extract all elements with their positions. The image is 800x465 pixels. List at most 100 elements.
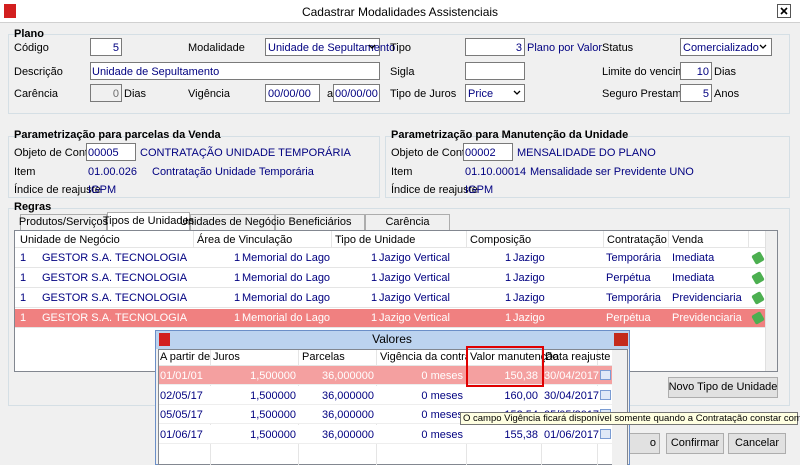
- dialog-icon: [159, 333, 170, 346]
- table-row[interactable]: [15, 269, 765, 288]
- cell: 1: [20, 292, 27, 304]
- group-heading: Parametrização para Manutenção da Unidad…: [391, 129, 629, 141]
- scrollbar: [612, 350, 627, 465]
- label: a: [327, 88, 334, 100]
- tab[interactable]: [107, 212, 190, 230]
- cell: Jazigo: [513, 312, 545, 324]
- cell: Temporária: [606, 252, 662, 264]
- param-group: [8, 136, 380, 198]
- cell: Previdenciaria: [672, 312, 742, 324]
- column-header: Parcelas: [302, 351, 345, 363]
- cell: Perpétua: [606, 272, 651, 284]
- label: 5: [702, 88, 709, 100]
- table-header: [15, 231, 765, 248]
- label: CONTRATAÇÃO UNIDADE TEMPORÁRIA: [140, 147, 351, 159]
- label: Tipo: [390, 42, 411, 54]
- window-title: Cadastrar Modalidades Assistenciais: [301, 5, 499, 19]
- select[interactable]: [465, 84, 525, 102]
- highlight: [466, 346, 544, 387]
- header-border: [159, 365, 612, 366]
- cell: 1: [371, 252, 378, 264]
- button-label: Cancelar: [734, 437, 780, 449]
- close-button[interactable]: [777, 4, 791, 18]
- cell: Jazigo: [513, 252, 545, 264]
- column-header: Venda: [672, 234, 704, 246]
- row-icon: [600, 370, 611, 380]
- label: 5: [112, 42, 119, 54]
- label: 01.00.026: [88, 166, 137, 178]
- cell: 1,500000: [250, 389, 296, 402]
- table-row[interactable]: [159, 366, 612, 385]
- label: Item: [391, 166, 413, 178]
- input[interactable]: [86, 143, 136, 161]
- input[interactable]: [465, 38, 525, 56]
- input[interactable]: [90, 62, 380, 80]
- cell: 1: [371, 272, 378, 284]
- cell: 1: [505, 252, 512, 264]
- cell: 36,000000: [322, 409, 374, 421]
- label: Código: [14, 42, 49, 54]
- select[interactable]: [265, 38, 380, 56]
- label: 0: [112, 88, 119, 100]
- cell: 1: [20, 272, 27, 284]
- select[interactable]: [680, 38, 772, 56]
- table-row[interactable]: [15, 249, 765, 268]
- tab-label: Beneficiários: [288, 216, 352, 228]
- button[interactable]: [666, 433, 724, 454]
- app-icon: [4, 4, 16, 18]
- table-row[interactable]: [159, 385, 612, 405]
- cell: Memorial do Lago: [242, 252, 331, 264]
- input[interactable]: [680, 62, 712, 80]
- close-icon: [780, 7, 788, 15]
- tab[interactable]: [190, 214, 275, 230]
- label: 01.10.00014: [465, 166, 527, 178]
- cell: 1: [505, 312, 512, 324]
- cell: 1: [505, 272, 512, 284]
- cell: 150,38: [504, 370, 538, 382]
- title-bar: [0, 0, 800, 23]
- cell: 36,000000: [322, 428, 374, 441]
- button[interactable]: [668, 377, 778, 398]
- cell: 1: [505, 292, 512, 304]
- input[interactable]: [463, 143, 513, 161]
- column-separator: [668, 231, 669, 248]
- label: Unidade de Sepultamento: [92, 66, 220, 78]
- dropdown-arrow: [367, 42, 377, 52]
- input: [90, 84, 122, 102]
- button[interactable]: [728, 433, 786, 454]
- label: Objeto de Contrato: [14, 147, 107, 159]
- cell: Memorial do Lago: [242, 312, 331, 324]
- label: Modalidade: [188, 42, 245, 54]
- table-row[interactable]: [15, 309, 765, 328]
- input[interactable]: [265, 84, 320, 102]
- input[interactable]: [465, 62, 525, 80]
- label: Price: [468, 88, 494, 100]
- label: 00002: [465, 147, 496, 159]
- row-icon: [600, 428, 611, 439]
- input[interactable]: [90, 38, 122, 56]
- cell: 02/05/17: [160, 389, 203, 402]
- cell: 36,000000: [322, 389, 374, 402]
- label: Contratação Unidade Temporária: [152, 166, 314, 178]
- table-row[interactable]: [15, 289, 765, 308]
- cell: 30/04/2017: [544, 370, 600, 382]
- cell: Previdenciaria: [672, 292, 742, 304]
- column-header: Juros: [213, 351, 240, 363]
- tab[interactable]: [365, 214, 450, 230]
- tab[interactable]: [275, 214, 365, 230]
- column-header: Contratação: [607, 234, 667, 246]
- dialog-close[interactable]: [614, 333, 628, 346]
- column-separator: [193, 231, 194, 248]
- column-header: Unidade de Negócio: [20, 234, 120, 246]
- cell: 0 meses: [421, 409, 463, 421]
- label: Limite do vencimento: [602, 66, 706, 78]
- cell: Perpétua: [606, 312, 651, 324]
- label: 3: [515, 42, 522, 54]
- table-row[interactable]: [159, 424, 612, 444]
- label: Plano por Valor: [527, 42, 603, 54]
- input[interactable]: [333, 84, 380, 102]
- tab[interactable]: [20, 214, 107, 230]
- tab-label: Unidades de Negócio: [179, 216, 286, 228]
- input[interactable]: [680, 84, 712, 102]
